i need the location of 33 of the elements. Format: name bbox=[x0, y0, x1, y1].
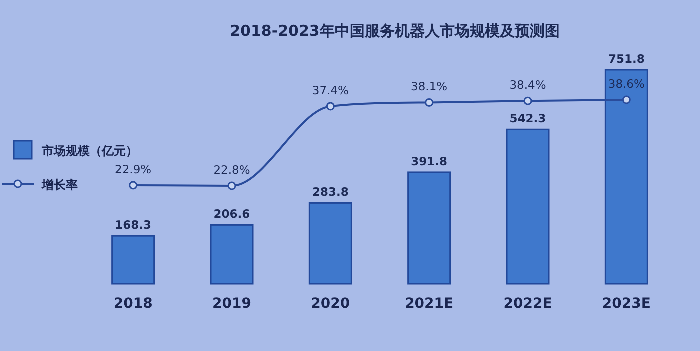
data-label: 38.4% bbox=[510, 78, 546, 92]
data-label: 283.8 bbox=[312, 185, 349, 200]
point bbox=[524, 96, 532, 106]
x-tick-label: 2022E bbox=[504, 296, 552, 312]
point bbox=[425, 98, 434, 107]
data-label: 391.8 bbox=[411, 154, 448, 168]
x-tick-label: 2021E bbox=[405, 296, 454, 312]
bar bbox=[604, 69, 648, 285]
data-label: 542.3 bbox=[510, 112, 546, 126]
data-label: 22.9% bbox=[115, 162, 152, 176]
point bbox=[622, 96, 631, 104]
bar bbox=[506, 128, 550, 285]
bar bbox=[308, 202, 352, 285]
data-label: 37.4% bbox=[312, 84, 349, 98]
data-label: 22.8% bbox=[214, 163, 250, 177]
data-label: 168.3 bbox=[115, 218, 152, 232]
point bbox=[228, 182, 236, 190]
x-tick-label: 2018 bbox=[114, 296, 153, 312]
x-tick-label: 2020 bbox=[311, 296, 350, 312]
data-label: 206.6 bbox=[214, 207, 250, 222]
point bbox=[326, 102, 335, 111]
x-tick-label: 2023E bbox=[602, 296, 651, 312]
data-label: 38.6% bbox=[608, 77, 645, 91]
chart-title: 2018-2023年中国服务机器人市场规模及预测图 bbox=[230, 22, 560, 40]
x-tick-label: 2019 bbox=[212, 296, 252, 312]
data-label: 38.1% bbox=[411, 80, 448, 94]
data-label: 751.8 bbox=[608, 52, 645, 66]
legend-label: 增长率 bbox=[41, 178, 78, 192]
bar bbox=[408, 172, 452, 285]
point bbox=[129, 181, 138, 190]
bar bbox=[210, 224, 254, 285]
bar bbox=[112, 235, 156, 285]
legend-label: 市场规模（亿元） bbox=[41, 144, 138, 158]
